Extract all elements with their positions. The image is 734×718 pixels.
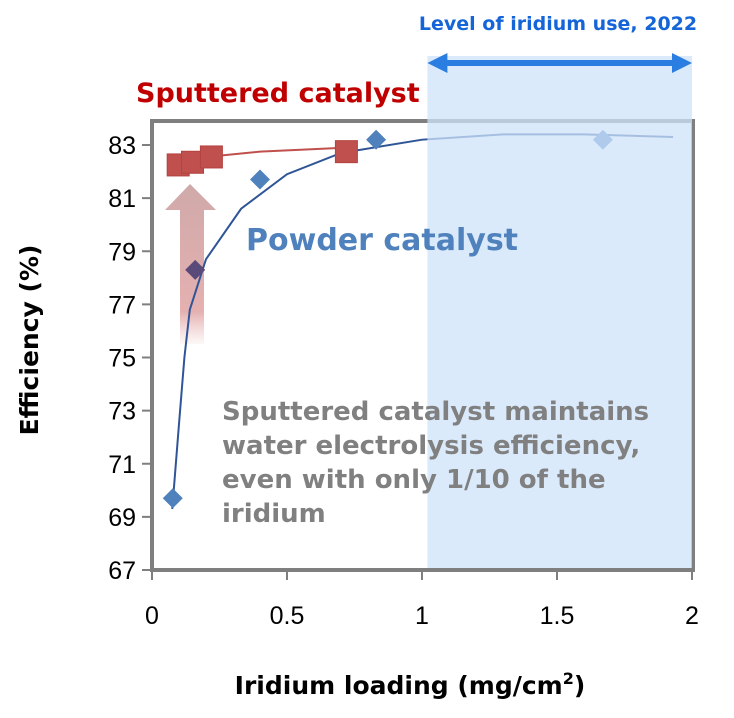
annotation: Sputtered catalyst maintains water elect… bbox=[222, 397, 649, 529]
y-tick-label: 81 bbox=[108, 185, 136, 213]
shaded-region-2022 bbox=[427, 56, 692, 568]
y-tick-label: 77 bbox=[108, 291, 136, 319]
x-tick-label: 1 bbox=[415, 602, 429, 630]
series-label-sputtered: Sputtered catalyst bbox=[136, 78, 420, 109]
x-axis-title-end: ) bbox=[574, 671, 585, 700]
x-axis-title-sup: 2 bbox=[563, 669, 574, 688]
data-point-powder bbox=[185, 259, 206, 280]
data-point-sputtered bbox=[199, 145, 223, 169]
x-axis-title: Iridium loading (mg/cm2) bbox=[235, 669, 586, 700]
data-point-powder bbox=[366, 129, 387, 150]
y-tick-label: 75 bbox=[108, 345, 136, 373]
improvement-arrow bbox=[165, 184, 216, 344]
arrow-head-left bbox=[427, 53, 448, 73]
annotation-line: iridium bbox=[222, 499, 326, 529]
x-tick-label: 2 bbox=[685, 602, 699, 630]
shaded-region-label: Level of iridium use, 2022 bbox=[419, 13, 697, 35]
arrow-head-right bbox=[672, 53, 692, 73]
y-tick-label: 73 bbox=[108, 398, 136, 426]
y-tick-label: 69 bbox=[108, 504, 136, 532]
data-point-sputtered bbox=[334, 140, 358, 164]
x-tick-label: 0.5 bbox=[270, 602, 305, 630]
series-label-powder: Powder catalyst bbox=[246, 223, 518, 258]
annotation-line: water electrolysis efficiency, bbox=[222, 431, 640, 461]
x-tick-label: 1.5 bbox=[540, 602, 575, 630]
data-point-powder bbox=[162, 488, 183, 509]
annotation-line: Sputtered catalyst maintains bbox=[222, 397, 649, 427]
data-point-powder bbox=[250, 169, 270, 190]
y-tick-label: 79 bbox=[108, 238, 136, 266]
annotation-line: even with only 1/10 of the bbox=[222, 465, 606, 495]
x-tick-label: 0 bbox=[145, 602, 159, 630]
axis-ticks: 67 69 71 73 75 77 79 81 83 0 0.5 1 1.5 2 bbox=[108, 132, 699, 630]
y-tick-label: 71 bbox=[108, 451, 136, 479]
y-tick-label: 83 bbox=[108, 132, 136, 160]
y-axis-title: Efficiency (%) bbox=[15, 245, 44, 436]
double-arrow-icon bbox=[427, 53, 692, 73]
x-axis-title-main: Iridium loading (mg/cm bbox=[235, 671, 563, 700]
y-tick-label: 67 bbox=[108, 557, 136, 585]
